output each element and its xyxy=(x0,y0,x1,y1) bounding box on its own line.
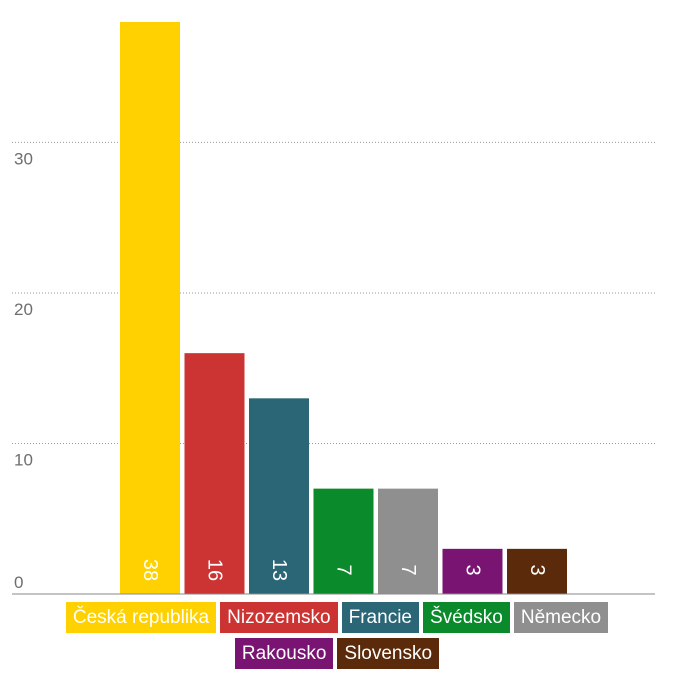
bar-6 xyxy=(507,548,567,594)
legend-row-2: Rakousko Slovensko xyxy=(0,638,674,670)
bar-4 xyxy=(378,488,438,594)
y-tick-label-0: 0 xyxy=(14,573,23,592)
bar-2 xyxy=(249,398,309,594)
legend-item-ceska-republika: Česká republika xyxy=(65,602,217,633)
bar-1 xyxy=(184,353,245,594)
bar-value-label-2: 13 xyxy=(268,559,290,581)
legend-item-slovensko: Slovensko xyxy=(337,638,440,669)
legend: Česká republika Nizozemsko Francie Švédsko N… xyxy=(0,602,674,674)
bar-value-label-3: 7 xyxy=(333,564,355,575)
legend-item-svedsko: Švédsko xyxy=(422,602,510,633)
bar-3 xyxy=(313,488,374,594)
legend-item-nizozemsko: Nizozemsko xyxy=(220,602,338,633)
bars xyxy=(120,22,567,594)
legend-row-1: Česká republika Nizozemsko Francie Švédsko N… xyxy=(0,602,674,634)
bar-value-label-0: 38 xyxy=(139,559,161,581)
y-tick-label-10: 10 xyxy=(14,450,33,469)
legend-item-francie: Francie xyxy=(341,602,419,633)
y-axis-tick-labels: 0 10 20 30 xyxy=(14,149,33,592)
bar-0 xyxy=(120,22,180,594)
y-tick-label-20: 20 xyxy=(14,300,33,319)
bar-value-label-1: 16 xyxy=(204,559,226,581)
bar-value-labels: 38 16 13 7 7 3 3 xyxy=(139,559,548,581)
bar-value-label-6: 3 xyxy=(526,564,548,575)
y-tick-label-30: 30 xyxy=(14,149,33,168)
bar-value-label-4: 7 xyxy=(397,564,419,575)
bar-5 xyxy=(442,548,503,594)
gridlines xyxy=(12,141,655,444)
legend-item-rakousko: Rakousko xyxy=(234,638,334,669)
legend-item-nemecko: Německo xyxy=(513,602,609,633)
bar-value-label-5: 3 xyxy=(462,564,484,575)
